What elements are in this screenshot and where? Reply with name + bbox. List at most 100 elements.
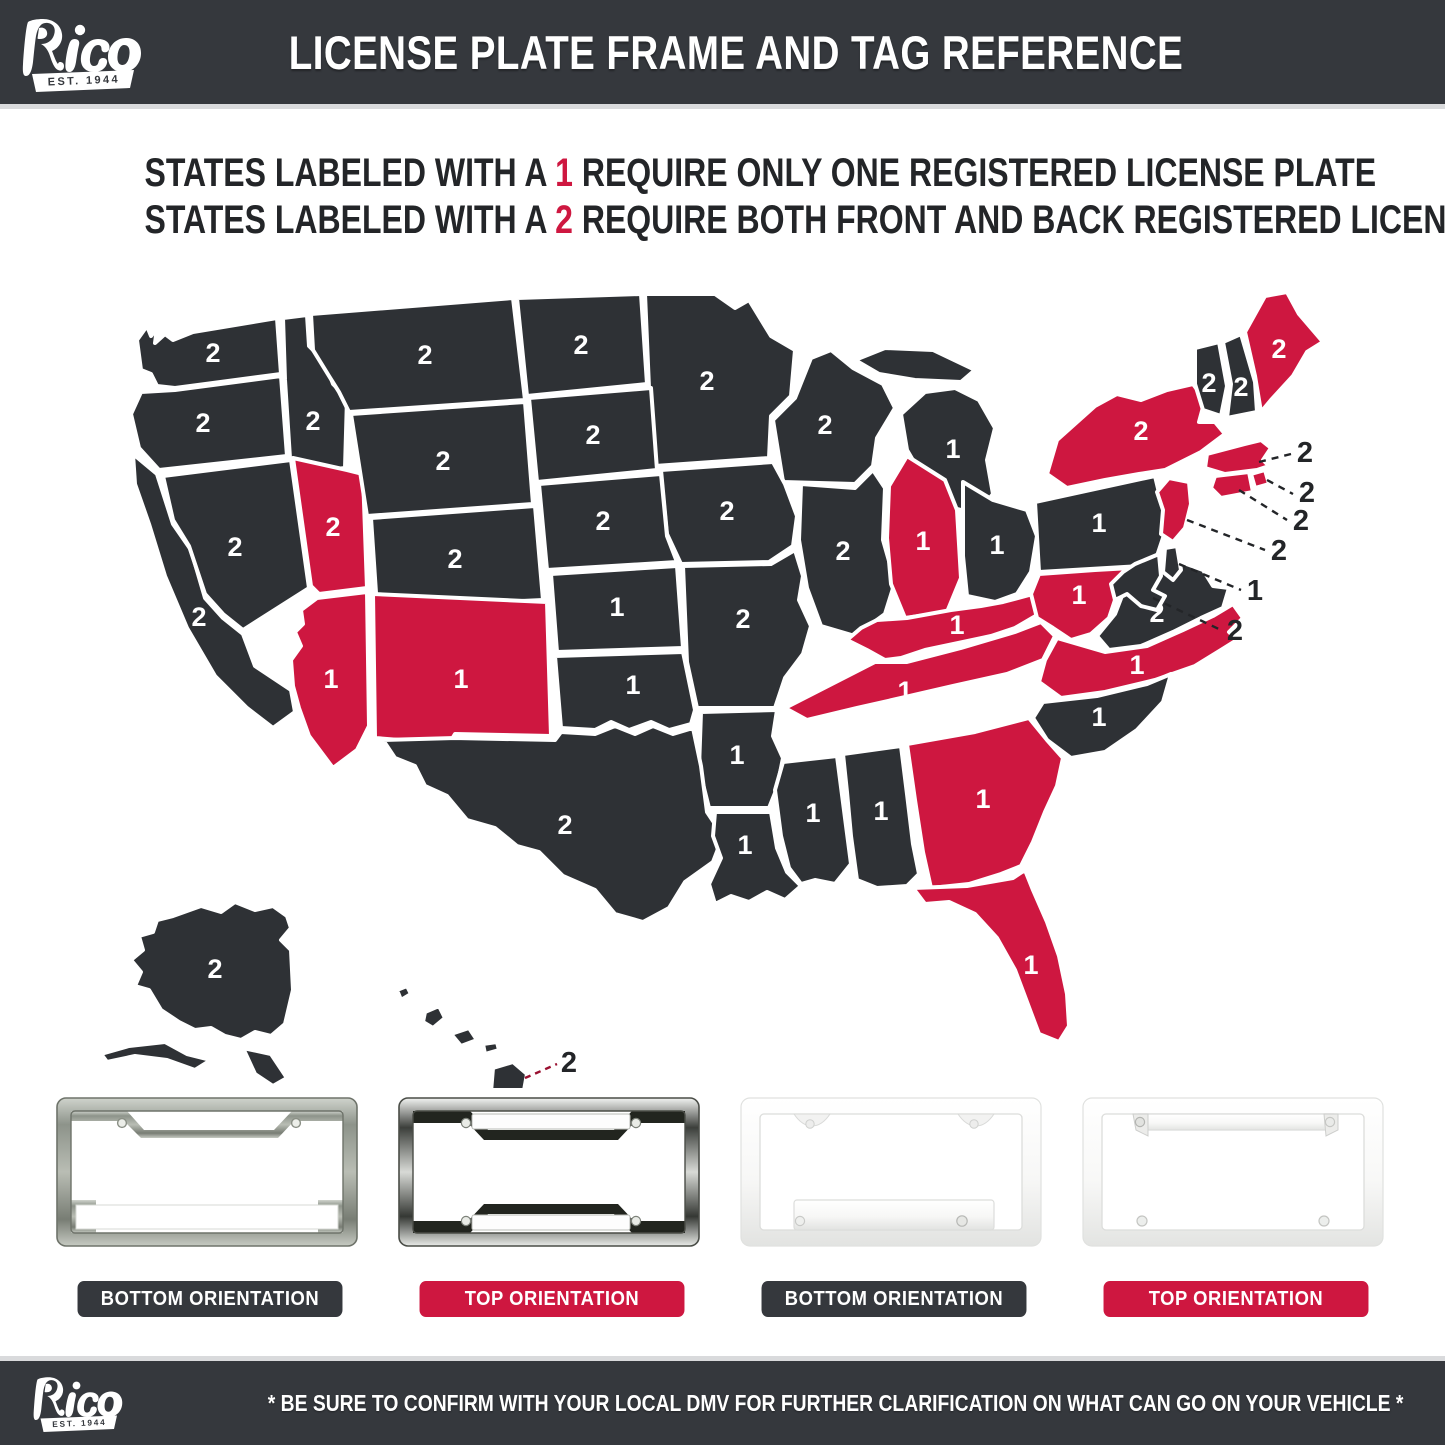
- legend-line-one-post: REQUIRE ONLY ONE REGISTERED LICENSE PLAT…: [572, 151, 1377, 195]
- state-NV[interactable]: [161, 458, 311, 632]
- state-label-FL: 1: [1023, 950, 1038, 980]
- state-AZ[interactable]: [289, 590, 371, 770]
- state-WI[interactable]: [771, 348, 897, 486]
- legend-line-two-post: REQUIRE BOTH FRONT AND BACK REGISTERED L…: [581, 198, 1445, 243]
- ri-leader-line: [1266, 478, 1294, 496]
- state-label-WI: 2: [817, 410, 832, 440]
- state-callout-MA: 2: [1297, 437, 1313, 469]
- state-NH[interactable]: [1221, 332, 1259, 420]
- state-label-AR: 1: [729, 740, 744, 770]
- state-label-NE: 2: [595, 506, 610, 536]
- state-label-VT: 2: [1201, 368, 1216, 398]
- frame-card-4[interactable]: TOP ORIENTATION: [1078, 1090, 1393, 1340]
- frame-image-2: [394, 1090, 709, 1265]
- state-KS[interactable]: [549, 564, 685, 654]
- state-AL[interactable]: [841, 744, 921, 890]
- state-callout-MD: 2: [1227, 615, 1243, 647]
- state-label-AZ: 1: [323, 664, 338, 694]
- state-CT[interactable]: [1209, 470, 1255, 500]
- state-label-AL: 1: [873, 796, 888, 826]
- state-DE[interactable]: [1161, 544, 1183, 582]
- ma-leader-line: [1258, 452, 1292, 464]
- state-label-CA: 2: [191, 602, 206, 632]
- state-label-LA: 1: [737, 830, 752, 860]
- state-VT[interactable]: [1193, 340, 1229, 418]
- state-WY[interactable]: [349, 400, 535, 518]
- state-OK[interactable]: [553, 650, 697, 732]
- legend-line-two-pre: STATES LABELED WITH A: [144, 198, 556, 243]
- frame-card-1[interactable]: BOTTOM ORIENTATION: [52, 1090, 367, 1340]
- state-HI[interactable]: [395, 984, 529, 1088]
- page-title: LICENSE PLATE FRAME AND TAG REFERENCE: [288, 25, 1184, 79]
- legend-line-one: STATES LABELED WITH A 1 REQUIRE ONLY ONE…: [144, 150, 1377, 197]
- legend-line-two: STATES LABELED WITH A 2 REQUIRE BOTH FRO…: [144, 197, 1445, 244]
- state-NM[interactable]: [371, 592, 553, 746]
- rico-logo-mark: EST. 1944: [22, 19, 141, 92]
- state-label-MS: 1: [805, 798, 820, 828]
- state-label-MO: 2: [735, 604, 750, 634]
- state-IL[interactable]: [797, 468, 897, 638]
- state-FL[interactable]: [911, 868, 1071, 1044]
- state-NJ[interactable]: [1155, 476, 1193, 544]
- state-NY[interactable]: [1045, 382, 1227, 490]
- nj-leader-line: [1186, 518, 1266, 552]
- state-MS[interactable]: [773, 754, 853, 886]
- state-label-MI: 1: [945, 434, 960, 464]
- state-TX[interactable]: [381, 724, 725, 924]
- state-UT[interactable]: [291, 456, 369, 596]
- state-MT[interactable]: [309, 296, 527, 414]
- state-label-NY: 2: [1133, 416, 1148, 446]
- state-KY[interactable]: [845, 592, 1041, 662]
- state-label-ID: 2: [305, 406, 320, 436]
- state-label-NM: 1: [453, 664, 468, 694]
- state-WA[interactable]: [135, 316, 283, 390]
- state-label-SC: 1: [1091, 702, 1106, 732]
- state-IN[interactable]: [885, 454, 963, 620]
- state-label-ND: 2: [573, 330, 588, 360]
- state-label-HI: 2: [561, 1047, 577, 1079]
- page-footer: EST. 1944 * BE SURE TO CONFIRM WITH YOUR…: [0, 1361, 1445, 1445]
- legend-badge-two: 2: [555, 198, 573, 243]
- frame-card-2[interactable]: TOP ORIENTATION: [394, 1090, 709, 1340]
- state-SD[interactable]: [527, 386, 659, 484]
- frame-card-3[interactable]: BOTTOM ORIENTATION: [736, 1090, 1051, 1340]
- state-label-OK: 1: [625, 670, 640, 700]
- state-label-GA: 1: [975, 784, 990, 814]
- state-label-NH: 2: [1233, 372, 1248, 402]
- rico-logo-mark-footer: EST. 1944: [33, 1377, 123, 1432]
- legend-text: STATES LABELED WITH A 1 REQUIRE ONLY ONE…: [0, 150, 1445, 244]
- state-label-MN: 2: [699, 366, 714, 396]
- state-label-MT: 2: [417, 340, 432, 370]
- state-label-AK: 2: [207, 954, 222, 984]
- state-OH[interactable]: [961, 480, 1039, 604]
- state-MN[interactable]: [643, 292, 797, 468]
- state-label-TX: 2: [557, 810, 572, 840]
- state-AK[interactable]: [99, 900, 295, 1088]
- page-header: EST. 1944 LICENSE PLATE FRAME AND TAG RE…: [0, 0, 1445, 104]
- state-label-UT: 2: [325, 512, 340, 542]
- state-label-WV: 1: [1071, 580, 1086, 610]
- footer-divider: [0, 1356, 1445, 1361]
- frame-image-3: [736, 1090, 1051, 1265]
- frame-label-4: TOP ORIENTATION: [1103, 1281, 1368, 1317]
- state-MD[interactable]: [1109, 552, 1167, 612]
- ct-leader-line: [1238, 488, 1288, 522]
- state-NC[interactable]: [1037, 602, 1245, 700]
- state-LA[interactable]: [707, 810, 803, 906]
- state-RI[interactable]: [1249, 468, 1271, 490]
- state-TN[interactable]: [783, 620, 1057, 722]
- state-MA[interactable]: [1203, 438, 1273, 476]
- header-divider: [0, 104, 1445, 109]
- rico-logo: EST. 1944: [0, 0, 150, 104]
- frame-gallery: BOTTOM ORIENTATION: [0, 1090, 1445, 1340]
- state-MO[interactable]: [681, 548, 813, 710]
- frame-image-1: [52, 1090, 367, 1265]
- rico-logo-footer: EST. 1944: [0, 1361, 150, 1445]
- state-OR[interactable]: [129, 374, 289, 472]
- state-GA[interactable]: [905, 716, 1065, 890]
- state-callout-RI: 2: [1299, 477, 1315, 509]
- legend-line-one-pre: STATES LABELED WITH A: [144, 151, 556, 195]
- state-label-OH: 1: [989, 530, 1004, 560]
- state-ME[interactable]: [1243, 290, 1325, 414]
- state-NE[interactable]: [537, 472, 679, 572]
